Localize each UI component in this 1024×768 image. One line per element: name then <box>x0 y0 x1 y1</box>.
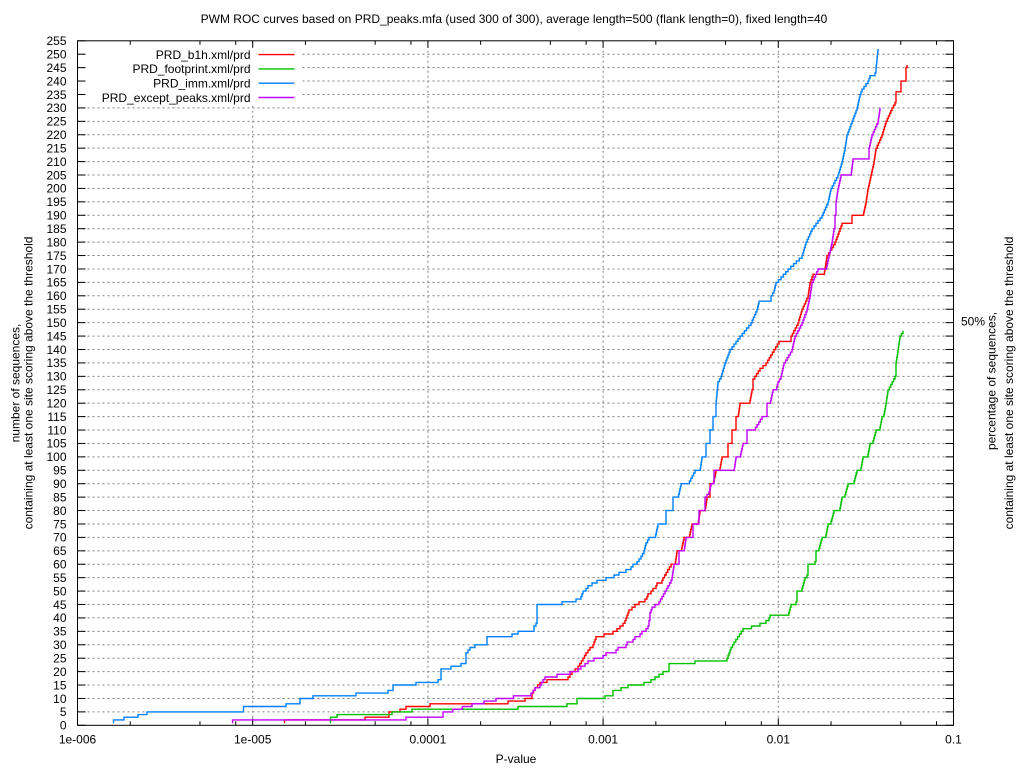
svg-text:number of sequences,: number of sequences, <box>9 324 23 443</box>
svg-text:5: 5 <box>60 705 67 719</box>
svg-text:80: 80 <box>53 504 67 518</box>
svg-text:50: 50 <box>53 584 67 598</box>
svg-text:65: 65 <box>53 544 67 558</box>
svg-text:150: 150 <box>46 316 66 330</box>
svg-text:145: 145 <box>46 329 66 343</box>
svg-text:95: 95 <box>53 464 67 478</box>
svg-text:220: 220 <box>46 128 66 142</box>
svg-text:180: 180 <box>46 235 66 249</box>
svg-text:35: 35 <box>53 625 67 639</box>
svg-text:percentage of sequences,: percentage of sequences, <box>985 312 999 450</box>
svg-text:0.0001: 0.0001 <box>410 733 447 747</box>
svg-text:230: 230 <box>46 101 66 115</box>
svg-text:50%: 50% <box>961 315 985 329</box>
svg-text:115: 115 <box>47 410 66 424</box>
svg-text:containing at least one site s: containing at least one site scoring abo… <box>22 237 36 530</box>
svg-text:0: 0 <box>60 719 67 733</box>
svg-text:PWM ROC curves based on PRD_pe: PWM ROC curves based on PRD_peaks.mfa (u… <box>201 12 828 26</box>
svg-text:P-value: P-value <box>496 752 537 766</box>
svg-text:75: 75 <box>53 517 67 531</box>
svg-text:PRD_footprint.xml/prd: PRD_footprint.xml/prd <box>132 62 250 76</box>
svg-text:PRD_except_peaks.xml/prd: PRD_except_peaks.xml/prd <box>102 91 251 105</box>
svg-text:110: 110 <box>47 423 66 437</box>
svg-text:170: 170 <box>46 262 66 276</box>
svg-text:70: 70 <box>53 531 67 545</box>
svg-text:210: 210 <box>46 155 66 169</box>
svg-text:105: 105 <box>46 437 66 451</box>
svg-text:225: 225 <box>46 115 66 129</box>
svg-text:0.01: 0.01 <box>767 733 791 747</box>
svg-text:135: 135 <box>46 356 66 370</box>
svg-text:250: 250 <box>46 48 66 62</box>
svg-text:155: 155 <box>46 303 66 317</box>
svg-text:40: 40 <box>53 611 67 625</box>
svg-text:90: 90 <box>53 477 67 491</box>
svg-text:PRD_imm.xml/prd: PRD_imm.xml/prd <box>153 77 250 91</box>
svg-text:165: 165 <box>46 276 66 290</box>
svg-text:containing at least one site s: containing at least one site scoring abo… <box>1002 237 1016 530</box>
svg-text:255: 255 <box>46 34 66 48</box>
svg-text:85: 85 <box>53 490 67 504</box>
svg-text:200: 200 <box>46 182 66 196</box>
svg-text:55: 55 <box>53 571 67 585</box>
svg-text:215: 215 <box>46 142 66 156</box>
svg-text:125: 125 <box>46 383 66 397</box>
svg-text:10: 10 <box>53 692 67 706</box>
svg-text:1e-006: 1e-006 <box>59 733 97 747</box>
svg-text:20: 20 <box>53 665 67 679</box>
svg-text:245: 245 <box>46 61 66 75</box>
svg-text:PRD_b1h.xml/prd: PRD_b1h.xml/prd <box>156 48 251 62</box>
svg-text:45: 45 <box>53 598 67 612</box>
svg-text:25: 25 <box>53 652 67 666</box>
svg-text:0.1: 0.1 <box>945 733 962 747</box>
svg-text:140: 140 <box>46 343 66 357</box>
svg-text:60: 60 <box>53 558 67 572</box>
svg-text:185: 185 <box>46 222 66 236</box>
svg-text:30: 30 <box>53 638 67 652</box>
svg-text:190: 190 <box>46 209 66 223</box>
svg-text:130: 130 <box>46 370 66 384</box>
svg-text:235: 235 <box>46 88 66 102</box>
svg-text:205: 205 <box>46 168 66 182</box>
svg-text:15: 15 <box>53 678 67 692</box>
svg-text:160: 160 <box>46 289 66 303</box>
svg-text:175: 175 <box>46 249 66 263</box>
svg-text:240: 240 <box>46 74 66 88</box>
svg-text:100: 100 <box>46 450 66 464</box>
svg-text:120: 120 <box>46 397 66 411</box>
svg-text:195: 195 <box>46 195 66 209</box>
svg-text:1e-005: 1e-005 <box>234 733 272 747</box>
svg-text:0.001: 0.001 <box>588 733 618 747</box>
